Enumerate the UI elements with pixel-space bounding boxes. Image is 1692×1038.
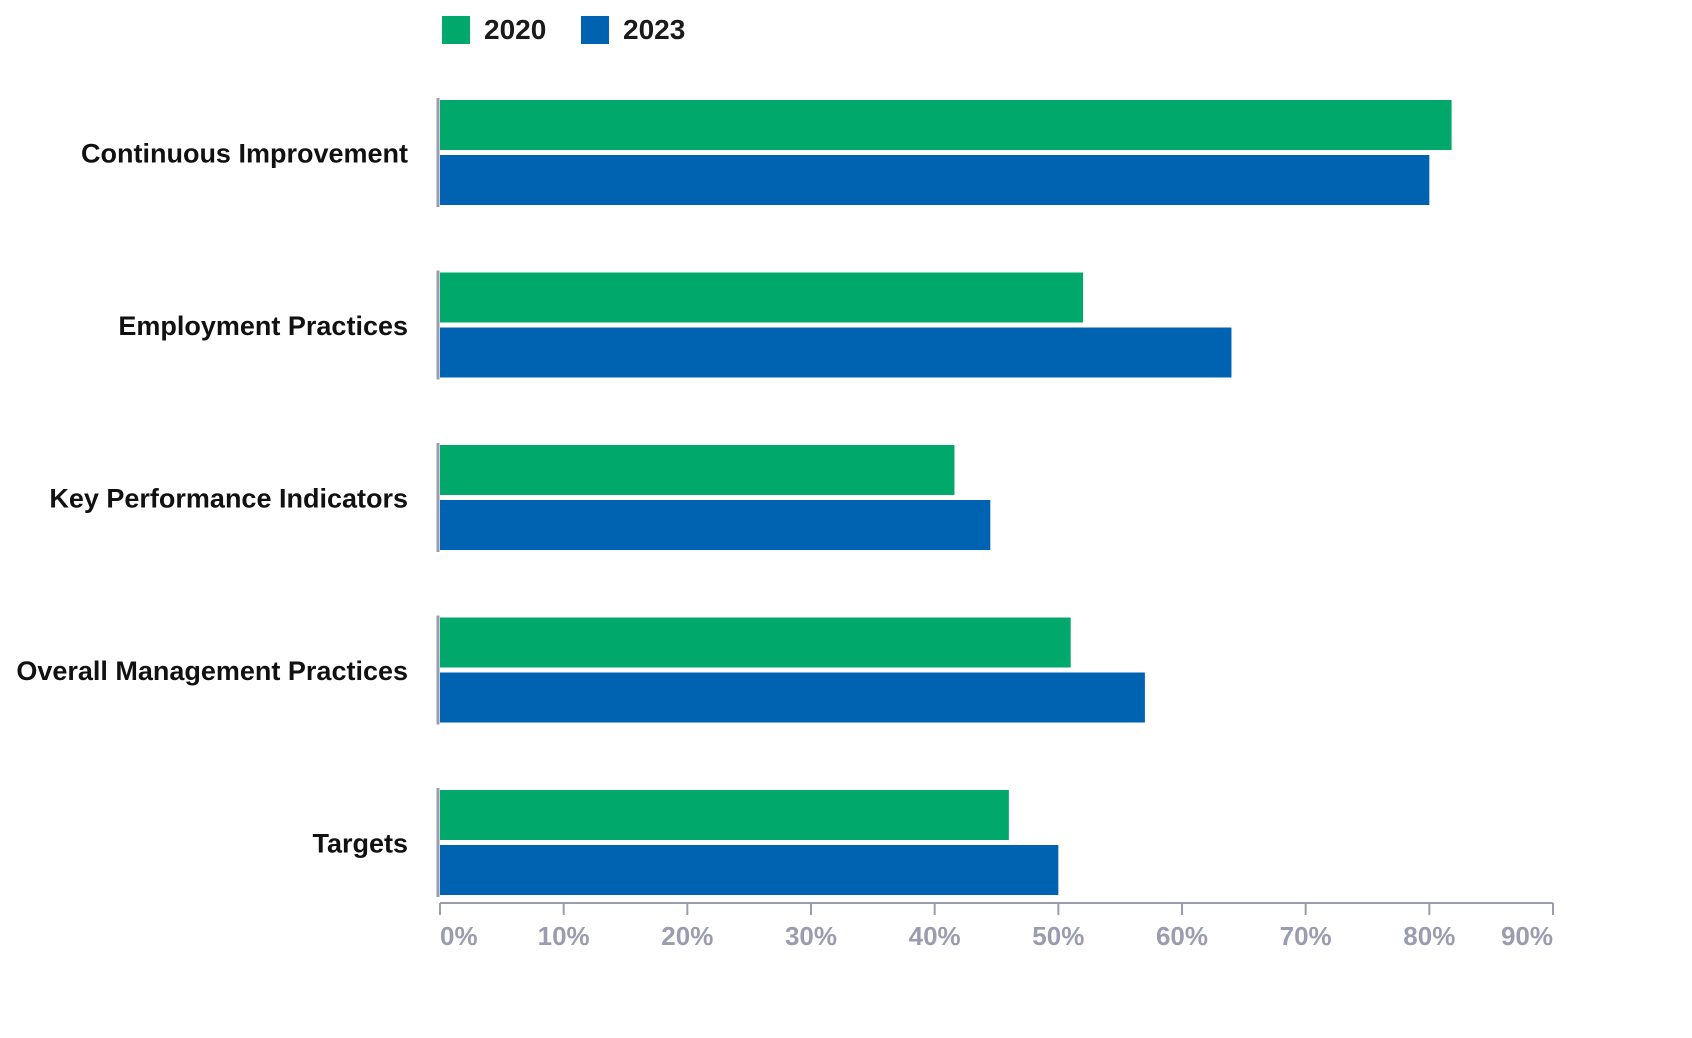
- x-tick-label: 60%: [1156, 921, 1208, 951]
- category-label: Key Performance Indicators: [49, 484, 408, 514]
- legend-swatch-2020: [442, 16, 470, 44]
- x-tick-label: 0%: [440, 921, 478, 951]
- category-label: Employment Practices: [118, 311, 408, 341]
- x-tick-label: 40%: [909, 921, 961, 951]
- legend-label-2023: 2023: [623, 14, 685, 45]
- bar-2020-employment-practices: [440, 272, 1084, 323]
- bar-2020-overall-management-practices: [440, 617, 1071, 668]
- x-axis-ticks: 0% 10% 20% 30% 40% 50% 60% 70% 80% 90%: [439, 903, 1554, 951]
- x-tick-label: 30%: [785, 921, 837, 951]
- bar-2020-key-performance-indicators: [440, 445, 955, 495]
- x-tick-label: 10%: [538, 921, 590, 951]
- x-tick-label: 70%: [1280, 921, 1332, 951]
- x-tick-label: 20%: [661, 921, 713, 951]
- legend: 2020 2023: [442, 14, 685, 45]
- x-tick-label: 90%: [1501, 921, 1553, 951]
- category-label: Overall Management Practices: [16, 656, 408, 686]
- bar-2023-key-performance-indicators: [440, 500, 991, 550]
- x-tick-label: 50%: [1032, 921, 1084, 951]
- bar-2023-continuous-improvement: [440, 155, 1430, 205]
- axes: [436, 98, 1553, 904]
- category-labels: Continuous Improvement Employment Practic…: [16, 139, 408, 859]
- x-tick-label: 80%: [1403, 921, 1455, 951]
- bars: [440, 100, 1452, 895]
- bar-2023-overall-management-practices: [440, 672, 1145, 723]
- legend-swatch-2023: [581, 16, 609, 44]
- legend-label-2020: 2020: [484, 14, 546, 45]
- bar-2023-targets: [440, 845, 1059, 895]
- category-label: Targets: [312, 829, 408, 859]
- category-label: Continuous Improvement: [81, 139, 408, 169]
- bar-2023-employment-practices: [440, 327, 1232, 378]
- bar-2020-continuous-improvement: [440, 100, 1452, 150]
- bar-2020-targets: [440, 790, 1009, 840]
